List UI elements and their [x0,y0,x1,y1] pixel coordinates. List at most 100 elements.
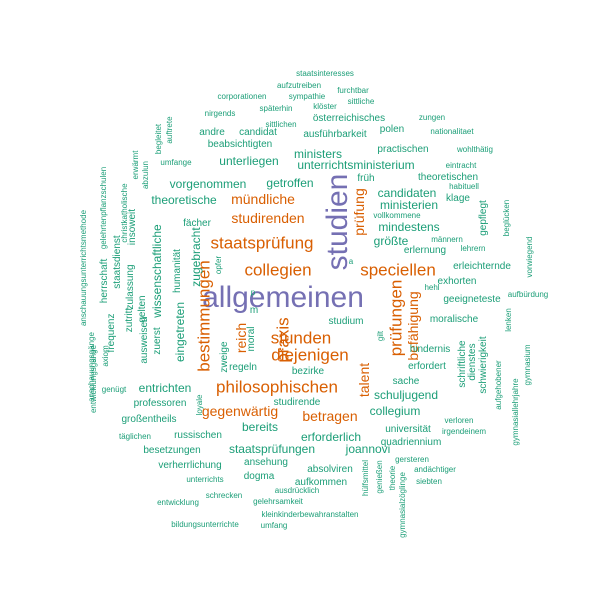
word-späterhin: späterhin [259,104,293,113]
word-herrschaft: herrschaft [99,258,110,304]
word-gersteren: gersteren [395,455,429,464]
word-anschauungsunterrichtsmethode: anschauungsunterrichtsmethode [79,209,88,327]
word-theoretische: theoretische [151,193,217,207]
word-beglücken: beglücken [502,199,511,237]
word-ministerien: ministerien [379,198,439,212]
word-mindestens: mindestens [378,220,440,234]
word-philosophischen: philosophischen [216,377,338,397]
word-hülfsmittel: hülfsmittel [361,459,370,497]
word-ausweisen: ausweisen [139,316,150,364]
word-dogma: dogma [243,471,275,482]
word-furchtbar: furchtbar [337,86,369,95]
word-theorie: theorie [388,465,397,491]
word-auftrete: auftrete [165,116,174,144]
word-besetzungen: besetzungen [143,445,201,456]
word-andre: andre [199,127,225,138]
word-genügt: genügt [101,385,127,394]
word-collegien: collegien [244,260,312,280]
word-siebten: siebten [416,477,442,486]
word-geeigneteste: geeigneteste [443,294,501,305]
word-candidaten: candidaten [377,186,437,200]
word-sittliche: sittliche [347,97,375,106]
word-ausführbarkeit: ausführbarkeit [303,129,367,140]
word-talent: talent [356,362,372,398]
word-fächer: fächer [183,218,211,229]
word-loyale: loyale [195,394,204,416]
word-erforderlich: erforderlich [300,430,362,444]
word-p: p [250,288,256,297]
word-prüfungen: prüfungen [386,279,406,357]
word-dienstes: dienstes [467,343,478,381]
word-beabsichtigten: beabsichtigten [207,139,273,150]
word-betragen: betragen [302,408,358,424]
word-regeln: regeln [229,362,257,373]
word-entwicklung: entwicklung [157,498,199,507]
word-gelten: gelten [137,295,148,323]
word-männern: männern [431,235,463,244]
word-zuerst: zuerst [152,327,163,355]
word-staatsprüfung: staatsprüfung [210,233,314,253]
word-professoren: professoren [133,398,187,409]
word-prüfung: prüfung [351,188,367,236]
word-vollkommene: vollkommene [373,211,421,220]
word-genießen: genießen [375,460,384,494]
word-studium: studium [328,316,364,327]
word-irgendeinem: irgendeinem [441,427,487,436]
word-zweige: zweige [219,341,230,373]
word-schwierigkeit: schwierigkeit [478,336,489,394]
word-unterrichtsministerium: unterrichtsministerium [297,158,415,172]
word-universität: universität [385,424,431,435]
word-hehl: hehl [424,283,440,292]
word-gilt: gilt [376,330,385,342]
word-eintracht: eintracht [445,161,477,170]
word-gegenwärtig: gegenwärtig [201,403,279,419]
word-mündliche: mündliche [231,191,295,207]
word-eingetreten: eingetreten [173,301,187,363]
word-unterrichts: unterrichts [186,475,224,484]
word-moralische: moralische [429,314,479,325]
word-speciellen: speciellen [360,260,436,280]
word-corporationen: corporationen [217,92,267,101]
word-kleinkinderbewahranstalten: kleinkinderbewahranstalten [261,510,359,519]
word-gelehrsamkeit: gelehrsamkeit [253,497,303,506]
word-studirenden: studirenden [231,210,305,226]
word-früh: früh [357,173,375,184]
word-exhorten: exhorten [437,276,477,287]
word-lenken: lenken [504,308,513,332]
word-zutritt: zutritt [124,307,135,333]
word-a: a [348,257,354,266]
word-diejenigen: diejenigen [271,345,349,365]
word-wissenschaftliche: wissenschaftliche [150,224,164,318]
word-erfordert: erfordert [408,361,446,372]
word-nationalitaet: nationalitaet [430,127,474,136]
word-aufgehobener: aufgehobener [494,360,503,410]
word-lehrern: lehrern [460,244,486,253]
word-candidat: candidat [239,127,277,138]
word-bezirke: bezirke [291,366,325,377]
word-gymnasiallehrjahre: gymnasiallehrjahre [511,378,520,446]
word-sache: sache [392,376,420,387]
word-aufkommen: aufkommen [294,477,348,488]
word-umfange: umfange [160,158,192,167]
word-allgemeinen: allgemeinen [202,281,364,314]
word-staatsdienst: staatsdienst [112,235,123,289]
word-stunden: stunden [270,328,332,348]
word-großentheils: großentheils [121,414,177,425]
word-gelehrtenpflanzschulen: gelehrtenpflanzschulen [99,166,108,250]
word-opfer: opfer [214,255,223,275]
word-bereits: bereits [241,420,279,434]
word-getroffen: getroffen [266,176,314,190]
word-entrichten: entrichten [138,381,192,395]
word-hindernis: hindernis [409,344,451,355]
word-m: m [249,305,259,316]
word-absolviren: absolviren [307,464,353,475]
word-collegium: collegium [369,404,421,418]
word-axiom: axiom [101,345,110,367]
word-moral: moral [246,326,257,352]
word-humanität: humanität [172,249,183,293]
word-joannovi: joannovi [345,442,391,456]
word-vorgenommen: vorgenommen [169,177,247,191]
word-ausdrücklich: ausdrücklich [274,486,320,495]
word-polen: polen [379,124,405,135]
